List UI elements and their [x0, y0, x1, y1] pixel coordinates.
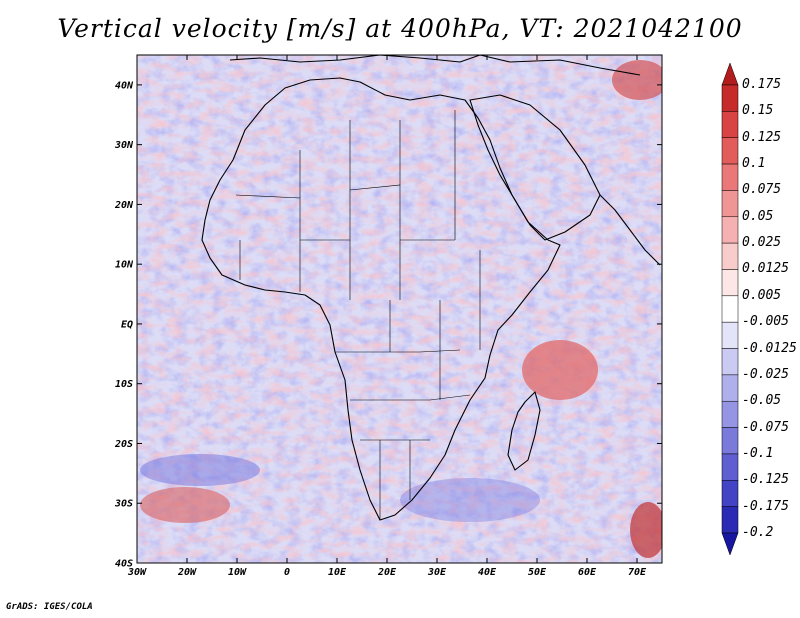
strong-ascent-south-east — [630, 502, 662, 558]
map-title: Vertical velocity [m/s] at 400hPa, VT: 2… — [57, 14, 743, 43]
colorbar-level-label: 0.05 — [742, 208, 774, 224]
lat-label: 30S — [114, 499, 133, 510]
lat-label: 30N — [114, 140, 134, 151]
coastlines — [201, 55, 661, 521]
colorbar-level-label: -0.125 — [742, 472, 789, 488]
lon-label: 20W — [177, 567, 197, 578]
lat-label: 10S — [115, 379, 133, 390]
colorbar-swatch — [721, 190, 739, 218]
colorbar-level-label: -0.1 — [742, 445, 774, 461]
colorbar-swatch — [721, 506, 739, 534]
colorbar-level-label: 0.175 — [742, 77, 782, 92]
lon-label: 10W — [228, 567, 247, 578]
strong-descent-south-west — [140, 454, 260, 486]
colorbar-swatch — [721, 348, 739, 376]
colorbar-swatch — [721, 111, 739, 138]
lon-label: 40E — [478, 567, 497, 578]
lon-label: 60E — [578, 567, 597, 578]
colorbar-swatch — [721, 163, 739, 191]
strong-ascent-north-east — [612, 60, 662, 100]
colorbar-swatch — [721, 62, 739, 86]
colorbar-swatch — [721, 137, 739, 165]
colorbar-level-label: 0.1 — [742, 156, 766, 172]
colorbar-level-label: 0.005 — [742, 287, 782, 303]
colorbar-swatch — [721, 427, 739, 455]
lon-label: 10E — [328, 567, 347, 578]
strong-ascent-madagascar-east — [522, 340, 598, 400]
colorbar-swatch — [721, 453, 739, 481]
country-borders — [235, 110, 481, 520]
strong-descent-south — [400, 478, 540, 522]
colorbar-level-label: 0.125 — [742, 129, 782, 145]
colorbar-swatch — [721, 269, 739, 297]
colorbar-swatch — [721, 321, 739, 349]
lon-label: 30W — [127, 567, 147, 578]
colorbar-level-label: -0.0125 — [742, 340, 797, 356]
colorbar-level-label: -0.025 — [742, 366, 789, 382]
credit-text: GrADS: IGES/COLA — [6, 602, 93, 612]
colorbar-level-label: -0.05 — [742, 393, 782, 409]
colorbar-swatch — [721, 242, 739, 270]
colorbar-level-label: 0.075 — [742, 182, 782, 198]
asia-coastline — [599, 194, 661, 266]
colorbar-swatch — [721, 374, 739, 402]
lat-label: EQ — [121, 319, 133, 330]
lon-label: 30E — [427, 567, 447, 578]
europe-coastline — [229, 55, 641, 76]
colorbar-level-label: -0.075 — [742, 419, 789, 435]
colorbar-swatch — [721, 400, 739, 428]
axis-ticks — [136, 55, 662, 564]
colorbar-level-label: -0.005 — [742, 314, 789, 330]
colorbar — [721, 62, 739, 556]
madagascar-coastline — [507, 391, 541, 471]
lon-label: 70E — [628, 567, 647, 578]
lon-label: 50E — [528, 567, 547, 578]
lon-label: 0 — [284, 567, 290, 578]
lat-label: 40S — [115, 559, 133, 570]
colorbar-swatch — [721, 295, 739, 323]
strong-ascent-south-west — [140, 487, 230, 523]
colorbar-level-label: -0.2 — [742, 525, 774, 540]
colorbar-level-label: 0.0125 — [742, 261, 789, 277]
lat-label: 20S — [114, 439, 133, 450]
lat-label: 40N — [115, 80, 134, 91]
colorbar-level-label: -0.175 — [742, 498, 789, 514]
longitude-labels: 30W 20W 10W 0 10E 20E 30E 40E 50E 60E 70E — [127, 567, 647, 578]
africa-coastline — [201, 77, 561, 521]
colorbar-level-label: 0.15 — [742, 103, 774, 119]
lat-label: 10N — [115, 260, 134, 271]
vertical-velocity-field — [137, 55, 662, 563]
colorbar-swatch — [721, 84, 739, 112]
latitude-labels: 40N 30N 20N 10N EQ 10S 20S 30S 40S — [114, 80, 134, 569]
colorbar-swatch — [721, 480, 739, 507]
colorbar-level-label: 0.025 — [742, 235, 782, 251]
arabia-coastline — [469, 94, 601, 241]
plot-frame — [136, 54, 663, 564]
colorbar-swatch — [721, 216, 739, 244]
lon-label: 20E — [377, 567, 397, 578]
lat-label: 20N — [114, 200, 134, 211]
colorbar-swatch — [721, 532, 739, 556]
